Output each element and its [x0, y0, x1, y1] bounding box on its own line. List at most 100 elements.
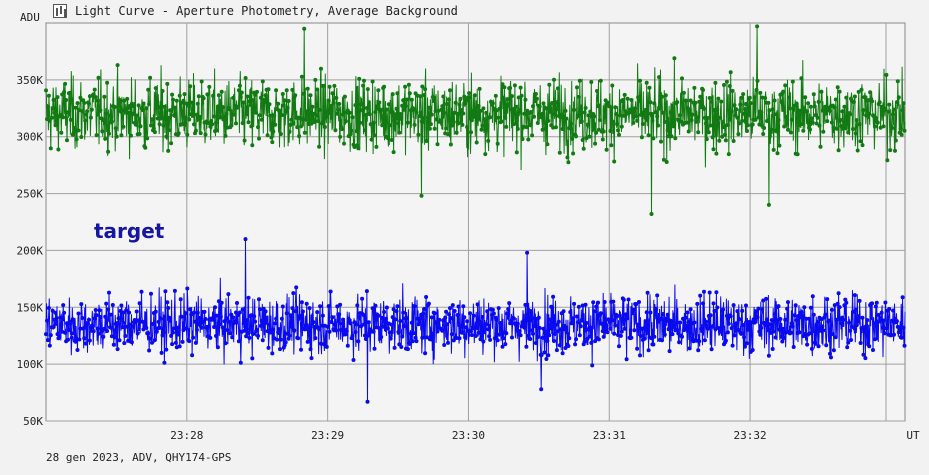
data-point	[474, 140, 479, 145]
data-point	[555, 329, 560, 334]
data-point	[153, 309, 158, 314]
data-point	[902, 128, 907, 133]
data-point	[852, 94, 857, 99]
data-point	[598, 78, 603, 83]
data-point	[817, 123, 822, 128]
data-point	[740, 118, 745, 123]
data-point	[645, 115, 650, 120]
data-point	[809, 346, 814, 351]
data-point	[101, 334, 106, 339]
data-point	[389, 138, 394, 142]
data-point	[554, 348, 559, 353]
data-point	[725, 123, 730, 128]
data-point	[789, 321, 794, 326]
data-point	[85, 109, 90, 114]
data-point	[525, 250, 530, 255]
data-point	[376, 313, 381, 318]
data-point	[765, 317, 769, 322]
data-point	[255, 327, 259, 332]
data-point	[782, 335, 787, 340]
data-point	[702, 115, 707, 120]
data-point	[146, 331, 151, 336]
data-point	[577, 78, 582, 83]
data-point	[58, 315, 63, 320]
series-1-points	[44, 237, 907, 404]
data-point	[837, 89, 842, 94]
data-point	[131, 104, 136, 109]
data-point	[837, 305, 842, 310]
data-point	[238, 360, 243, 365]
data-point	[829, 355, 833, 360]
data-point	[104, 301, 109, 306]
data-point	[237, 310, 242, 315]
chart-window-icon[interactable]	[53, 4, 67, 18]
data-point	[532, 324, 537, 329]
data-point	[654, 307, 659, 312]
y-tick-label: 200K	[17, 244, 44, 257]
data-point	[655, 114, 660, 119]
data-point	[728, 70, 733, 75]
data-point	[251, 98, 256, 103]
data-point	[422, 307, 427, 311]
data-point	[431, 99, 436, 103]
data-point	[259, 319, 264, 323]
data-point	[384, 316, 388, 321]
data-point	[854, 323, 859, 328]
data-point	[629, 98, 634, 102]
data-point	[48, 146, 53, 151]
data-point	[539, 353, 544, 357]
data-point	[144, 106, 149, 111]
data-point	[894, 319, 899, 324]
data-point	[778, 317, 783, 321]
data-point	[150, 340, 154, 345]
data-point	[686, 129, 691, 134]
data-point	[485, 309, 490, 314]
data-point	[530, 328, 535, 333]
data-point	[332, 83, 337, 88]
data-point	[300, 309, 305, 314]
data-point	[551, 125, 556, 130]
data-point	[194, 327, 199, 332]
data-point	[710, 135, 715, 140]
data-point	[270, 351, 275, 356]
data-point	[219, 300, 224, 305]
data-point	[478, 109, 483, 113]
data-point	[325, 324, 330, 329]
data-point	[541, 101, 546, 106]
data-point	[407, 91, 412, 96]
data-point	[870, 99, 875, 104]
data-point	[102, 326, 107, 331]
data-point	[893, 148, 897, 153]
data-point	[364, 289, 369, 294]
data-point	[103, 314, 108, 319]
data-point	[246, 295, 251, 300]
data-point	[729, 109, 734, 114]
data-point	[59, 130, 64, 135]
data-point	[162, 360, 167, 365]
data-point	[680, 76, 684, 81]
data-point	[813, 341, 818, 346]
data-point	[753, 117, 758, 122]
data-point	[267, 322, 272, 327]
data-point	[745, 327, 750, 332]
data-point	[90, 323, 95, 328]
data-point	[780, 339, 785, 344]
data-point	[522, 111, 527, 116]
data-point	[416, 132, 421, 137]
data-point	[582, 339, 587, 344]
data-point	[482, 117, 487, 122]
data-point	[108, 113, 112, 118]
data-point	[888, 148, 893, 153]
data-point	[517, 329, 522, 334]
data-point	[62, 90, 67, 94]
data-point	[567, 336, 572, 341]
data-point	[126, 338, 131, 343]
data-point	[324, 344, 329, 349]
data-point	[670, 332, 675, 337]
data-point	[629, 335, 634, 340]
data-point	[240, 121, 245, 126]
data-point	[554, 100, 559, 105]
data-point	[696, 130, 701, 135]
data-point	[783, 83, 788, 88]
